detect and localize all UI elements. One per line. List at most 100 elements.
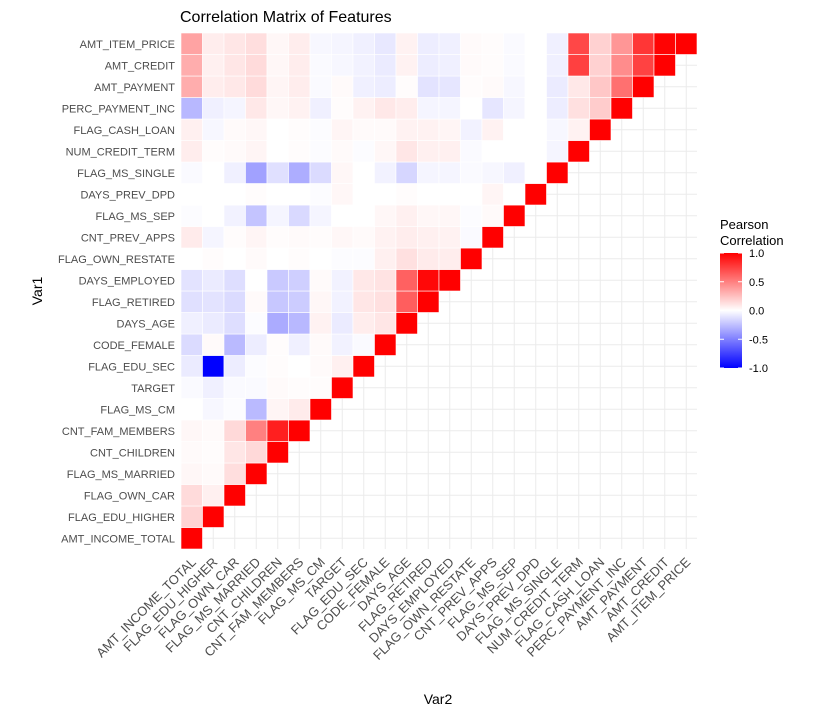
heatmap-cell bbox=[331, 226, 354, 249]
heatmap-cell bbox=[331, 333, 354, 356]
heatmap-cell bbox=[503, 97, 526, 120]
heatmap-cell bbox=[352, 75, 375, 98]
heatmap-cell bbox=[503, 118, 526, 141]
legend-title-line-2: Correlation bbox=[720, 233, 784, 248]
heatmap-cell bbox=[460, 204, 483, 227]
y-tick-label: CNT_CHILDREN bbox=[90, 447, 175, 459]
heatmap-cell bbox=[524, 140, 547, 163]
heatmap-cell bbox=[331, 312, 354, 335]
heatmap-cell bbox=[180, 32, 203, 55]
heatmap-cell bbox=[266, 140, 289, 163]
heatmap-cell bbox=[202, 54, 225, 77]
heatmap-cell bbox=[202, 247, 225, 270]
heatmap-cell bbox=[223, 75, 246, 98]
heatmap-cell bbox=[245, 54, 268, 77]
heatmap-cell bbox=[460, 183, 483, 206]
heatmap-cell bbox=[567, 118, 590, 141]
heatmap-cell bbox=[438, 269, 461, 292]
legend-label: 1.0 bbox=[749, 248, 764, 260]
heatmap-cell bbox=[245, 247, 268, 270]
heatmap-cell bbox=[524, 161, 547, 184]
heatmap-cell bbox=[288, 204, 311, 227]
heatmap-cell bbox=[374, 247, 397, 270]
heatmap-cell bbox=[180, 269, 203, 292]
heatmap-cell bbox=[245, 140, 268, 163]
heatmap-cell bbox=[374, 140, 397, 163]
heatmap-cell bbox=[180, 527, 203, 550]
heatmap-cell bbox=[288, 32, 311, 55]
heatmap-cell bbox=[460, 75, 483, 98]
heatmap-cell bbox=[546, 140, 569, 163]
heatmap-cell bbox=[481, 97, 504, 120]
heatmap-cell bbox=[417, 140, 440, 163]
heatmap-cell bbox=[309, 355, 332, 378]
heatmap-cell bbox=[202, 419, 225, 442]
heatmap-cell bbox=[202, 398, 225, 421]
heatmap-cell bbox=[288, 355, 311, 378]
heatmap-cell bbox=[374, 312, 397, 335]
heatmap-cell bbox=[546, 54, 569, 77]
y-tick-label: FLAG_RETIRED bbox=[92, 297, 175, 309]
heatmap-cell bbox=[610, 32, 633, 55]
heatmap-cell bbox=[352, 333, 375, 356]
heatmap-cell bbox=[374, 161, 397, 184]
heatmap-cell bbox=[180, 118, 203, 141]
heatmap-cell bbox=[180, 355, 203, 378]
heatmap-cell bbox=[374, 54, 397, 77]
y-tick-label: CNT_PREV_APPS bbox=[81, 232, 175, 244]
heatmap-cell bbox=[245, 204, 268, 227]
heatmap-cell bbox=[395, 247, 418, 270]
heatmap-cell bbox=[245, 441, 268, 464]
heatmap-cell bbox=[223, 118, 246, 141]
heatmap-cell bbox=[309, 183, 332, 206]
heatmap-cell bbox=[395, 312, 418, 335]
legend-title-line-1: Pearson bbox=[720, 217, 768, 232]
heatmap-cell bbox=[395, 75, 418, 98]
heatmap-cell bbox=[309, 97, 332, 120]
heatmap-cell bbox=[223, 376, 246, 399]
heatmap-cell bbox=[374, 97, 397, 120]
heatmap-cell bbox=[266, 161, 289, 184]
heatmap-cell bbox=[288, 290, 311, 313]
heatmap-cell bbox=[417, 204, 440, 227]
heatmap-cell bbox=[524, 97, 547, 120]
heatmap-cell bbox=[309, 204, 332, 227]
heatmap-cell bbox=[481, 204, 504, 227]
heatmap-cell bbox=[202, 355, 225, 378]
heatmap-cell bbox=[223, 226, 246, 249]
heatmap-cell bbox=[202, 161, 225, 184]
heatmap-cell bbox=[352, 355, 375, 378]
heatmap-cell bbox=[460, 247, 483, 270]
heatmap-cell bbox=[374, 118, 397, 141]
heatmap-cell bbox=[395, 226, 418, 249]
legend-label: -0.5 bbox=[749, 334, 768, 346]
heatmap-cell bbox=[503, 140, 526, 163]
heatmap-cell bbox=[374, 75, 397, 98]
heatmap-cell bbox=[288, 140, 311, 163]
heatmap-cell bbox=[223, 247, 246, 270]
heatmap-cell bbox=[288, 247, 311, 270]
heatmap-cell bbox=[266, 441, 289, 464]
heatmap-cell bbox=[632, 54, 655, 77]
y-tick-label: AMT_CREDIT bbox=[105, 60, 176, 72]
heatmap-cell bbox=[589, 32, 612, 55]
heatmap-cell bbox=[309, 54, 332, 77]
heatmap-cell bbox=[180, 183, 203, 206]
y-tick-label: CODE_FEMALE bbox=[93, 340, 175, 352]
heatmap-cell bbox=[481, 32, 504, 55]
heatmap-cell bbox=[245, 419, 268, 442]
y-tick-label: AMT_ITEM_PRICE bbox=[80, 39, 175, 51]
heatmap-cell bbox=[202, 97, 225, 120]
heatmap-cell bbox=[266, 290, 289, 313]
heatmap-cell bbox=[288, 269, 311, 292]
heatmap-cell bbox=[309, 161, 332, 184]
heatmap-cell bbox=[309, 226, 332, 249]
heatmap-cell bbox=[288, 97, 311, 120]
heatmap-cell bbox=[266, 376, 289, 399]
y-tick-label: TARGET bbox=[131, 383, 175, 395]
heatmap-cell bbox=[309, 247, 332, 270]
heatmap-cell bbox=[266, 32, 289, 55]
heatmap-cell bbox=[352, 118, 375, 141]
heatmap-cell bbox=[266, 97, 289, 120]
